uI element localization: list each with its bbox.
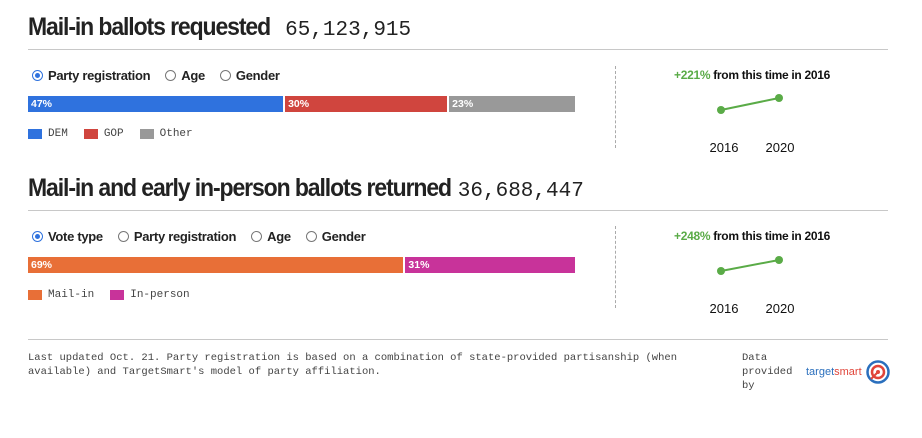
- targetsmart-logo-text[interactable]: targetsmart: [806, 366, 862, 378]
- radio-unchecked-icon: [117, 231, 129, 242]
- requested-years: 2016 2020: [709, 140, 795, 155]
- returned-breakdown-options: Vote type Party registration Age Gender: [32, 229, 381, 244]
- requested-growth: +221% from this time in 2016: [673, 68, 830, 82]
- bar-segment-mail-in: 69%: [28, 257, 406, 273]
- radio-gender[interactable]: Gender: [305, 229, 366, 244]
- target-icon: [865, 360, 890, 384]
- requested-title: Mail-in ballots requested: [28, 13, 271, 41]
- returned-title: Mail-in and early in-person ballots retu…: [28, 174, 452, 202]
- legend-swatch: [110, 290, 125, 300]
- returned-sparkline: [717, 256, 783, 275]
- legend-swatch: [83, 129, 98, 139]
- legend-swatch: [139, 129, 154, 139]
- legend-item-in-person: In-person: [110, 289, 190, 301]
- data-provider: Data provided by targetsmart: [742, 351, 890, 393]
- radio-unchecked-icon: [305, 231, 317, 242]
- footer-note: Last updated Oct. 21. Party registration…: [28, 352, 678, 378]
- requested-stacked-bar: 47% 30% 23%: [28, 96, 575, 112]
- legend-item-mail-in: Mail-in: [28, 289, 94, 301]
- returned-stacked-bar: 69% 31%: [28, 257, 575, 273]
- bar-segment-other: 23%: [449, 96, 575, 112]
- requested-section: Mail-in ballots requested 65,123,915: [28, 13, 888, 50]
- returned-section: Mail-in and early in-person ballots retu…: [28, 174, 888, 211]
- returned-years: 2016 2020: [709, 301, 795, 316]
- returned-legend: Mail-in In-person: [28, 289, 206, 301]
- growth-percent: +248%: [673, 229, 711, 243]
- legend-item-dem: DEM: [28, 128, 68, 140]
- radio-unchecked-icon: [251, 231, 263, 242]
- requested-total: 65,123,915: [285, 19, 412, 42]
- radio-vote-type[interactable]: Vote type: [32, 229, 103, 244]
- requested-breakdown-options: Party registration Age Gender: [32, 68, 295, 83]
- divider-dashed: [615, 226, 616, 308]
- returned-growth: +248% from this time in 2016: [673, 229, 830, 243]
- legend-swatch: [28, 129, 42, 139]
- radio-age[interactable]: Age: [165, 68, 205, 83]
- divider-dashed: [615, 66, 616, 148]
- requested-sparkline: [717, 94, 783, 114]
- returned-header: Mail-in and early in-person ballots retu…: [28, 174, 888, 211]
- bar-segment-in-person: 31%: [405, 257, 575, 273]
- requested-legend: DEM GOP Other: [28, 128, 209, 140]
- radio-unchecked-icon: [219, 70, 231, 81]
- legend-item-gop: GOP: [83, 128, 124, 140]
- radio-gender[interactable]: Gender: [219, 68, 280, 83]
- legend-swatch: [28, 290, 42, 300]
- radio-unchecked-icon: [165, 70, 177, 81]
- radio-party-registration[interactable]: Party registration: [32, 68, 151, 83]
- radio-checked-icon: [32, 231, 43, 242]
- provided-by-label: Data provided by: [742, 352, 793, 392]
- legend-item-other: Other: [139, 128, 193, 140]
- growth-percent: +221%: [673, 68, 711, 82]
- returned-total: 36,688,447: [457, 180, 584, 203]
- bar-segment-dem: 47%: [28, 96, 286, 112]
- requested-header: Mail-in ballots requested 65,123,915: [28, 13, 888, 50]
- radio-age[interactable]: Age: [251, 229, 291, 244]
- bar-segment-gop: 30%: [285, 96, 450, 112]
- footer-divider: [28, 339, 888, 340]
- radio-party-registration[interactable]: Party registration: [117, 229, 236, 244]
- radio-checked-icon: [32, 70, 43, 81]
